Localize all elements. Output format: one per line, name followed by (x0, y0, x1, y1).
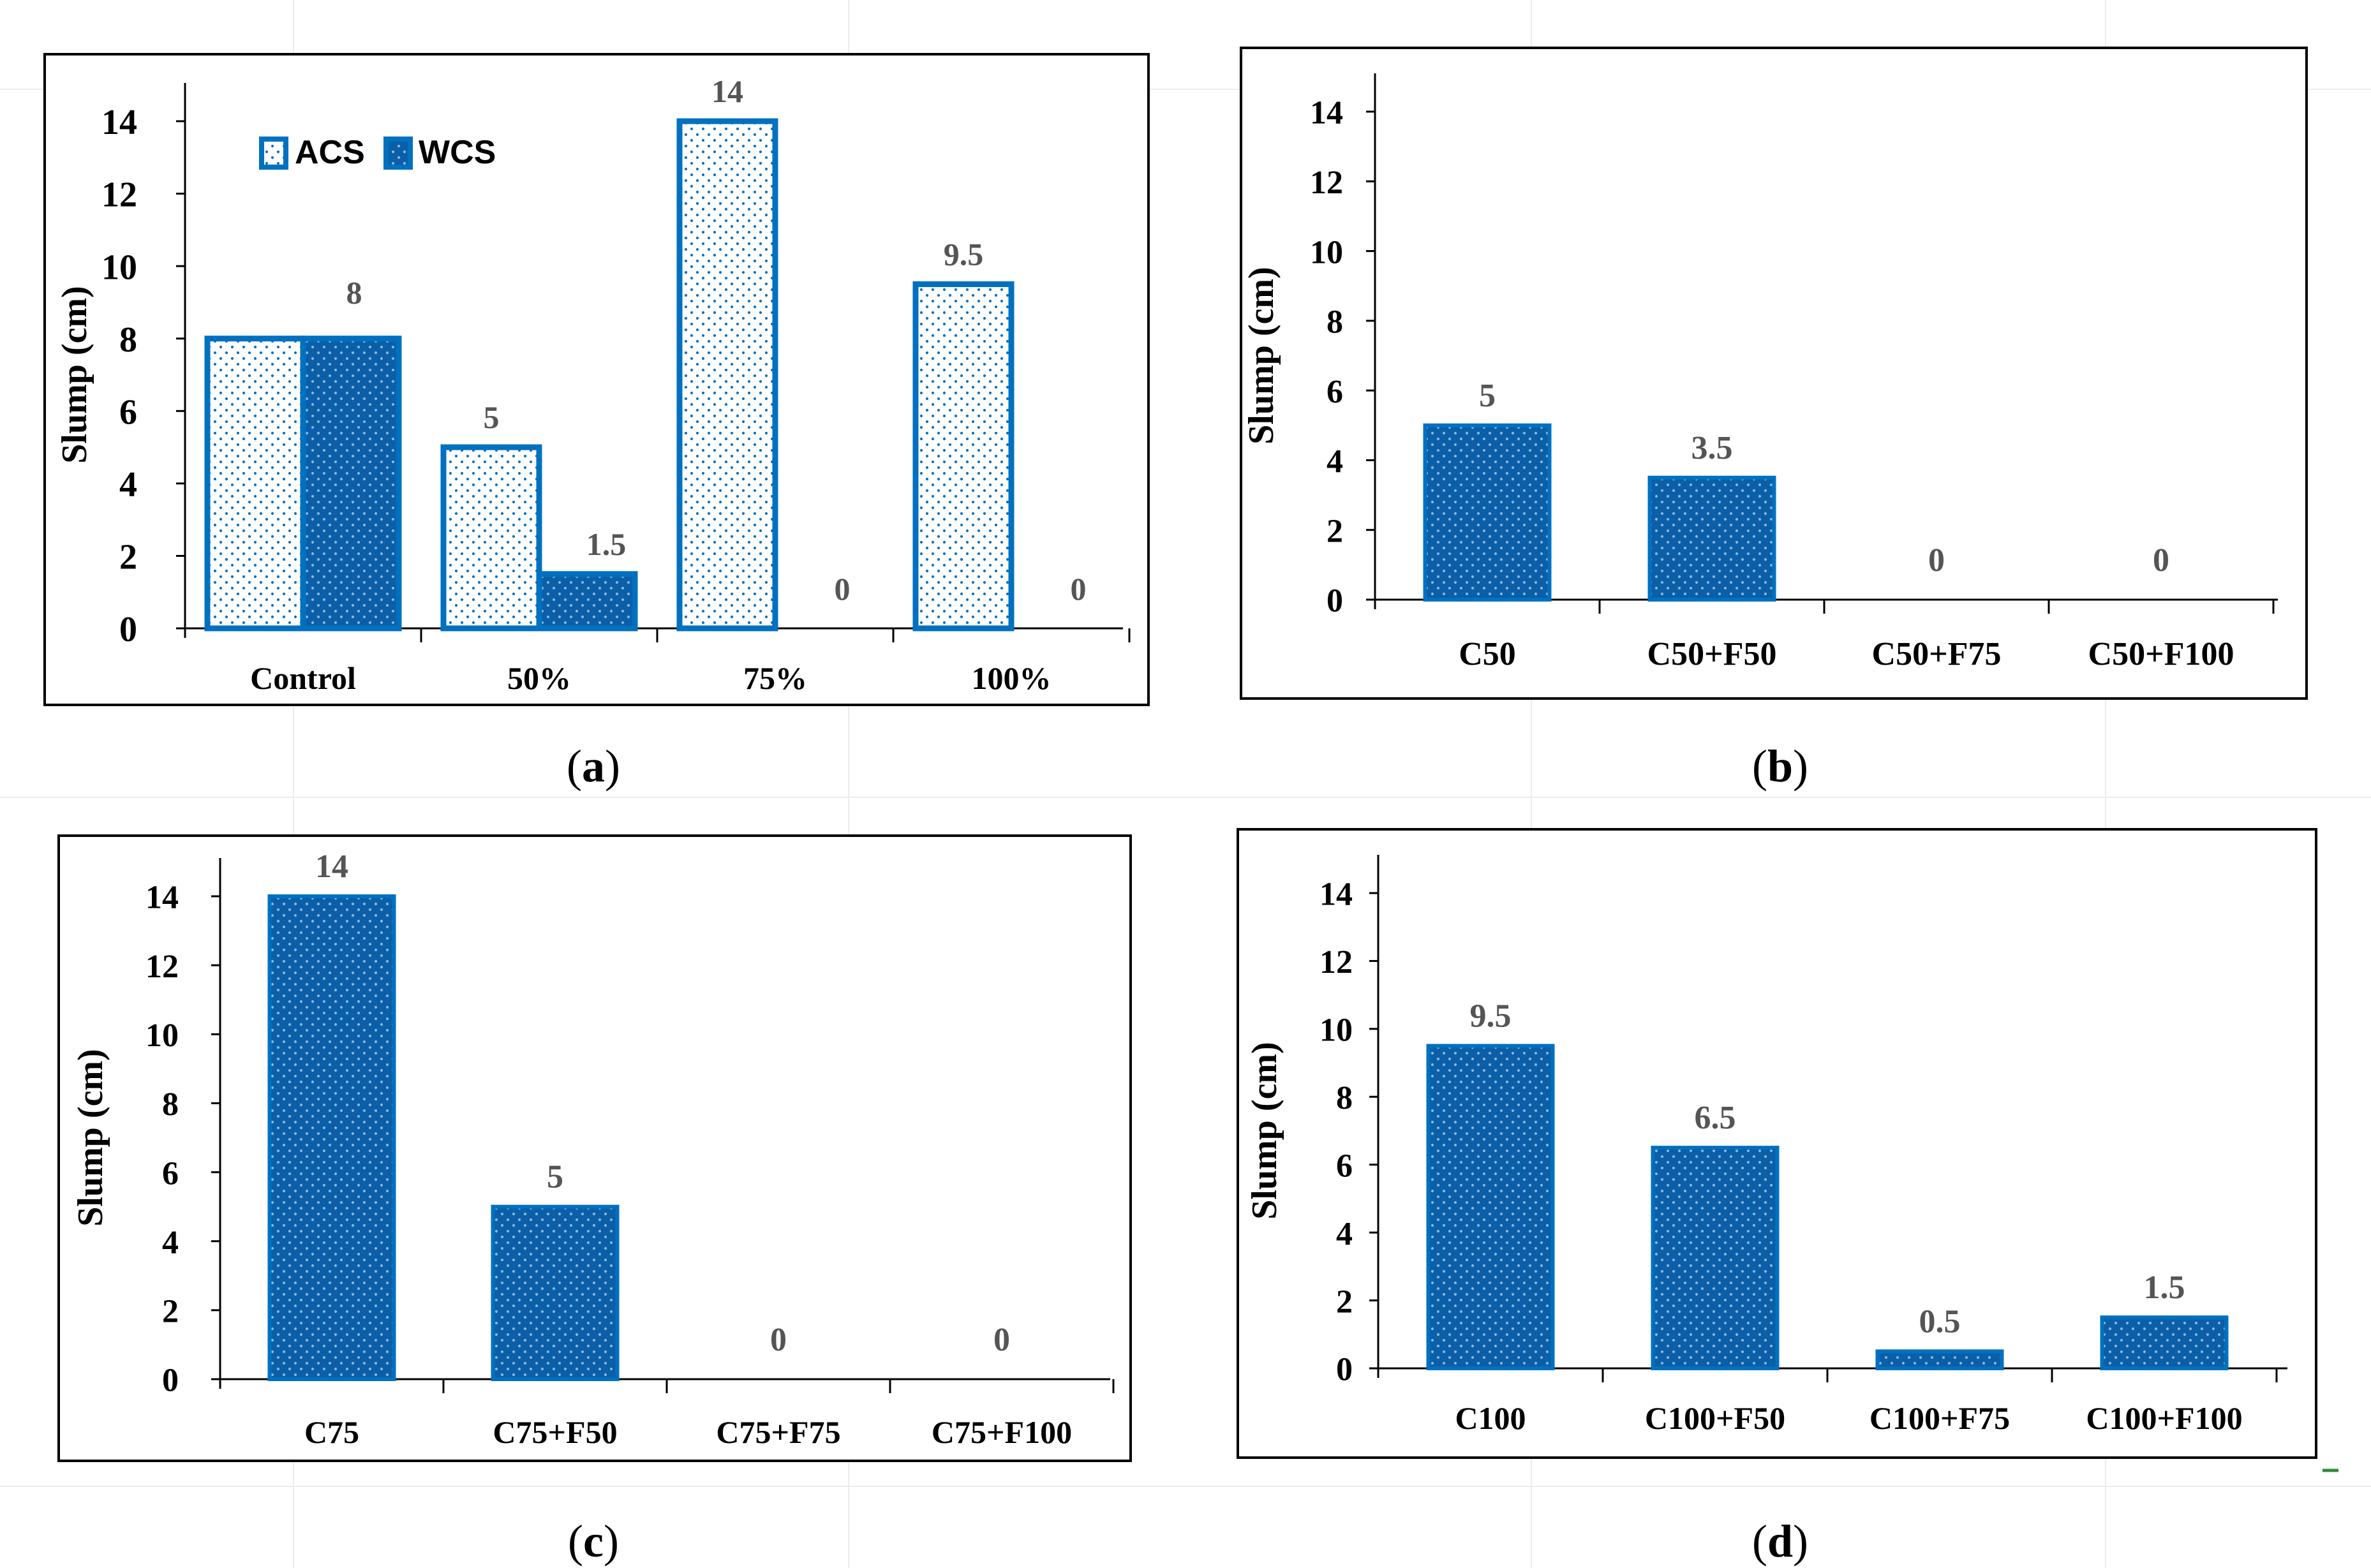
y-tick-label: 2 (119, 538, 137, 577)
data-label: 8 (346, 275, 362, 311)
y-axis-label: Slump (cm) (1242, 267, 1281, 444)
x-category-label: 75% (743, 660, 807, 696)
y-tick-label: 4 (119, 465, 137, 505)
y-tick-label: 12 (101, 175, 137, 215)
bar-acs (912, 281, 1015, 632)
y-tick-label: 4 (1327, 443, 1343, 480)
y-tick-label: 12 (145, 949, 179, 985)
y-axis-label: Slump (cm) (55, 286, 94, 463)
bar-wcs (300, 336, 402, 632)
y-tick-label: 10 (1319, 1012, 1353, 1049)
x-category-label: C100+F75 (1869, 1400, 2010, 1436)
x-category-label: C100 (1455, 1400, 1526, 1436)
bar-wcs (536, 571, 638, 632)
x-category-label: C75+F50 (493, 1414, 617, 1450)
data-label: 0.5 (1919, 1303, 1961, 1340)
data-label: 14 (711, 73, 743, 109)
chart-panel-b: 0 2 4 6 8 10 12 14 C50 C50+F50 C50+F75 C50+F100 Slum… (1240, 47, 2308, 700)
x-category-label: C75+F100 (932, 1414, 1072, 1450)
x-category-label: C50+F75 (1872, 636, 2002, 672)
y-tick-label: 6 (162, 1155, 179, 1192)
data-label: 0 (770, 1322, 787, 1358)
y-tick-label: 2 (1327, 513, 1343, 549)
y-tick-label: 10 (145, 1017, 179, 1054)
data-label: 0 (1928, 542, 1945, 579)
data-label: 9.5 (944, 237, 984, 272)
data-label: 0 (993, 1322, 1010, 1358)
y-tick-label: 6 (1327, 374, 1343, 410)
y-tick-label: 0 (119, 610, 137, 649)
bar (2100, 1315, 2229, 1370)
y-tick-label: 14 (1310, 95, 1343, 131)
bar-acs (440, 444, 542, 632)
y-tick-label: 2 (162, 1294, 179, 1330)
bar (1651, 1146, 1780, 1371)
y-tick-label: 2 (1336, 1283, 1353, 1320)
y-tick-label: 6 (119, 392, 137, 432)
x-category-label: C75+F75 (716, 1414, 840, 1450)
y-tick-label: 14 (1319, 876, 1353, 913)
y-tick-label: 10 (101, 248, 137, 287)
y-tick-label: 14 (145, 880, 179, 916)
data-label: 5 (1479, 378, 1496, 414)
chart-panel-a: 0 2 4 6 8 10 12 14 Control 50% 75% 100% Slump (cm) 8 5… (43, 53, 1150, 706)
y-tick-label: 0 (1336, 1352, 1353, 1388)
legend-swatch-wcs (383, 137, 413, 170)
bar-acs (204, 336, 306, 632)
bar (267, 894, 396, 1381)
x-category-label: C50+F100 (2088, 636, 2234, 672)
y-tick-label: 14 (101, 103, 137, 142)
x-category-label: C100+F100 (2086, 1400, 2242, 1436)
x-category-label: C75 (304, 1414, 359, 1450)
y-tick-label: 8 (162, 1086, 179, 1123)
x-category-label: C50 (1459, 636, 1516, 672)
y-tick-label: 12 (1319, 944, 1353, 980)
bar (1426, 1044, 1555, 1370)
y-tick-label: 8 (1327, 304, 1343, 341)
bar-acs (676, 118, 778, 632)
y-tick-label: 4 (1336, 1216, 1353, 1252)
y-tick-label: 6 (1336, 1148, 1353, 1184)
panel-caption: (c) (568, 1516, 619, 1567)
y-axis-label: Slump (cm) (1245, 1042, 1284, 1219)
y-tick-label: 8 (119, 320, 137, 360)
panel-caption: (d) (1752, 1516, 1808, 1567)
y-tick-label: 12 (1310, 165, 1343, 201)
bar (1647, 475, 1776, 602)
legend-swatch-acs (259, 137, 288, 170)
x-category-label: 50% (507, 660, 571, 696)
legend: ACS WCS (259, 134, 496, 171)
bar (1875, 1349, 2004, 1370)
data-label: 0 (2153, 542, 2169, 579)
y-tick-label: 4 (162, 1224, 179, 1261)
bar (491, 1204, 620, 1381)
data-label: 14 (315, 848, 348, 885)
data-label: 0 (835, 571, 851, 607)
chart-panel-c: 0 2 4 6 8 10 12 14 C75 C75+F50 C75+F75 C75+F100 Slum… (57, 834, 1132, 1462)
x-category-label: C50+F50 (1647, 636, 1777, 672)
y-tick-label: 0 (162, 1363, 179, 1399)
data-label: 5 (484, 399, 500, 435)
y-tick-label: 8 (1336, 1080, 1353, 1116)
y-axis-label: Slump (cm) (71, 1049, 110, 1226)
data-label: 1.5 (586, 526, 627, 562)
y-tick-label: 10 (1310, 234, 1343, 270)
panel-caption: (a) (567, 741, 620, 792)
x-category-label: 100% (972, 660, 1052, 696)
data-label: 0 (1071, 571, 1087, 607)
bar (1423, 423, 1552, 602)
panel-caption: (b) (1752, 741, 1808, 792)
data-label: 9.5 (1470, 998, 1512, 1034)
x-category-label: Control (250, 660, 356, 696)
y-tick-label: 0 (1327, 583, 1343, 619)
legend-label-acs: ACS (295, 134, 365, 171)
legend-label-wcs: WCS (419, 134, 496, 171)
chart-panel-d: 0 2 4 6 8 10 12 14 C100 C100+F50 C100+F75 C100+F100… (1237, 828, 2317, 1459)
data-label: 5 (547, 1159, 563, 1195)
x-category-label: C100+F50 (1645, 1400, 1785, 1436)
data-label: 3.5 (1691, 430, 1733, 466)
data-label: 1.5 (2144, 1269, 2185, 1306)
data-label: 6.5 (1695, 1100, 1736, 1136)
